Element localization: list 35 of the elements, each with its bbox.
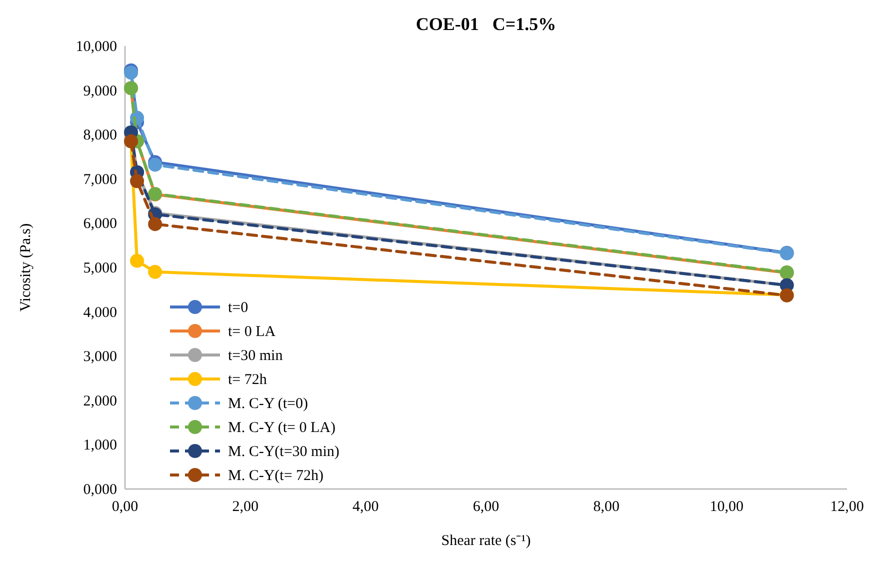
y-tick-label: 4,000 [83,304,117,321]
point [124,66,138,80]
legend-label: M. C-Y (t= 0 LA) [228,420,336,436]
point [148,264,162,279]
y-tick-label: 5,000 [83,260,117,276]
y-tick-label: 8,000 [83,128,117,144]
y-tick-label: 9,000 [83,83,117,100]
x-tick-label: 0,00 [112,499,138,515]
legend-label: M. C-Y (t=0) [228,396,308,412]
y-axis-title: Vicosity (Pa.s) [18,223,34,312]
point [130,174,144,188]
y-tick-label: 1,000 [83,438,117,454]
y-tick-label: 0,000 [83,482,117,498]
legend-label: M. C-Y(t=30 min) [228,444,340,460]
legend-label: M. C-Y(t= 72h) [228,468,324,484]
point [130,254,144,268]
x-tick-label: 10,00 [710,499,744,515]
x-tick-label: 2,00 [232,499,258,515]
legend-label: t=30 min [228,348,284,364]
legend-label: t= 0 LA [228,324,276,340]
point [148,217,162,232]
legend-label: t= 72h [228,372,268,388]
x-tick-label: 8,00 [593,499,620,515]
y-tick-label: 2,000 [83,393,117,410]
chart-title: COE-01 C=1.5% [416,14,556,34]
x-tick-label: 12,00 [830,499,864,515]
y-tick-label: 6,000 [83,216,117,232]
point [148,158,162,172]
x-tick-label: 6,00 [472,499,500,515]
legend-label: t=0 [228,300,248,316]
x-tick-label: 4,00 [352,499,379,515]
y-tick-label: 10,000 [76,39,117,55]
y-tick-label: 3,000 [83,349,117,366]
x-axis-title: Shear rate (s⁻¹) [441,533,531,549]
y-tick-label: 7,000 [83,172,117,188]
